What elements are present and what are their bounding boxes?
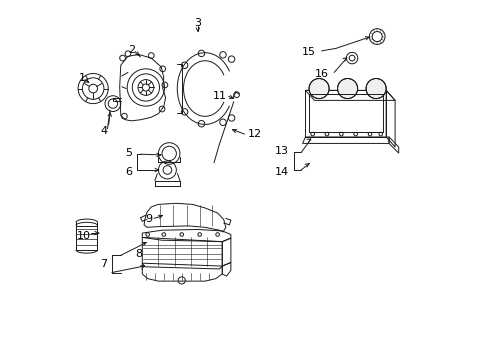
Text: 12: 12 (247, 129, 262, 139)
Text: 4: 4 (100, 126, 107, 136)
Text: 9: 9 (145, 215, 152, 224)
Text: 11: 11 (213, 91, 227, 102)
Text: 8: 8 (135, 249, 142, 259)
Circle shape (366, 78, 386, 99)
Text: 16: 16 (314, 69, 328, 79)
Text: 1: 1 (79, 73, 86, 83)
Text: 2: 2 (128, 45, 135, 55)
Text: 13: 13 (275, 146, 289, 156)
Circle shape (308, 78, 328, 99)
Text: 7: 7 (100, 259, 107, 269)
Text: 15: 15 (302, 47, 316, 57)
Text: 3: 3 (194, 18, 201, 28)
Text: 10: 10 (77, 231, 91, 240)
Text: 6: 6 (125, 167, 132, 177)
Text: 5: 5 (125, 148, 132, 158)
Text: 14: 14 (275, 167, 289, 177)
Circle shape (337, 78, 357, 99)
